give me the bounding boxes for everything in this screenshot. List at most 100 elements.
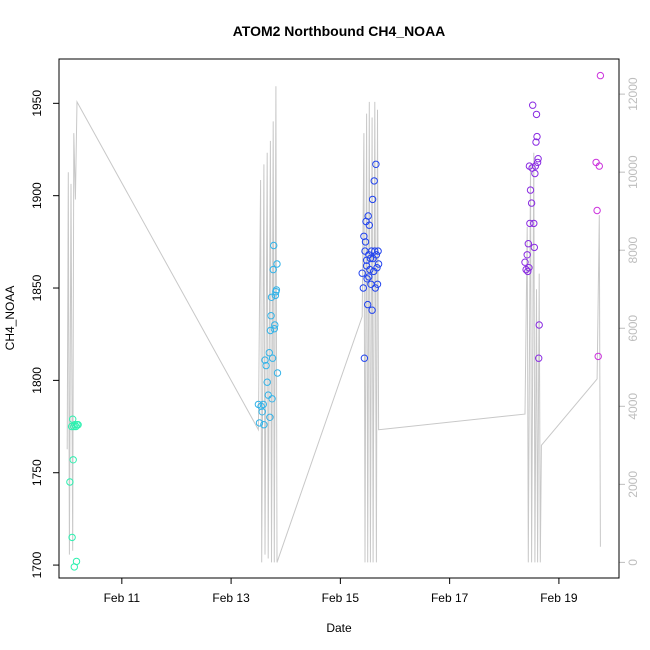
data-point bbox=[525, 264, 533, 272]
data-point bbox=[374, 247, 382, 255]
data-point bbox=[358, 269, 366, 277]
x-tick-label: Feb 13 bbox=[212, 591, 250, 605]
data-point bbox=[267, 312, 275, 320]
data-point bbox=[368, 306, 376, 314]
x-axis-label: Date bbox=[326, 621, 352, 635]
y2-tick-label: 4000 bbox=[626, 393, 640, 420]
data-point bbox=[371, 247, 379, 255]
data-point bbox=[272, 286, 281, 294]
data-point bbox=[594, 352, 602, 361]
data-point bbox=[265, 349, 273, 357]
data-point bbox=[271, 321, 279, 329]
data-point bbox=[262, 361, 270, 370]
axes-layer: 1700 1750 1800 1850 1900 1950 0 2000 4000 6000 800… bbox=[30, 77, 640, 605]
data-point bbox=[74, 421, 82, 429]
data-point bbox=[260, 421, 268, 429]
y-tick-label: 1850 bbox=[30, 274, 44, 301]
data-point bbox=[374, 260, 383, 268]
x-tick-label: Feb 17 bbox=[431, 591, 469, 605]
data-point bbox=[366, 265, 374, 274]
y2-tick-label: 6000 bbox=[626, 315, 640, 342]
data-point bbox=[360, 354, 369, 362]
y-tick-label: 1900 bbox=[30, 182, 44, 209]
data-point bbox=[530, 243, 538, 252]
data-point bbox=[533, 132, 541, 141]
data-point bbox=[364, 300, 372, 309]
data-point bbox=[530, 219, 538, 228]
altitude-line-layer bbox=[66, 86, 601, 563]
data-point bbox=[66, 478, 74, 486]
data-point bbox=[364, 212, 372, 220]
data-point bbox=[526, 186, 535, 194]
data-point bbox=[71, 421, 79, 429]
data-point bbox=[72, 557, 81, 566]
y-axis-label: CH4_NOAA bbox=[3, 286, 17, 351]
data-point bbox=[373, 280, 382, 288]
points-layer bbox=[66, 71, 605, 571]
data-point bbox=[535, 321, 543, 329]
data-point bbox=[68, 533, 76, 542]
data-point bbox=[270, 325, 278, 333]
data-point bbox=[259, 400, 267, 409]
y-tick-label: 1700 bbox=[30, 551, 44, 578]
data-point bbox=[365, 221, 373, 229]
y2-tick-label: 8000 bbox=[626, 237, 640, 264]
data-point bbox=[524, 240, 532, 248]
data-point bbox=[532, 138, 540, 146]
data-point bbox=[266, 326, 275, 335]
data-point bbox=[273, 369, 282, 377]
data-point bbox=[531, 162, 540, 170]
data-point bbox=[267, 293, 276, 301]
data-point bbox=[368, 195, 377, 204]
data-point bbox=[535, 354, 543, 362]
data-point bbox=[371, 284, 379, 292]
data-point bbox=[524, 267, 532, 276]
data-point bbox=[360, 232, 368, 241]
data-point bbox=[370, 177, 378, 185]
data-point bbox=[359, 284, 367, 292]
data-point bbox=[266, 413, 274, 421]
data-point bbox=[523, 251, 531, 259]
data-point bbox=[268, 354, 277, 362]
data-point bbox=[365, 273, 373, 281]
x-tick-label: Feb 19 bbox=[540, 591, 578, 605]
data-point bbox=[258, 408, 266, 416]
data-point bbox=[372, 160, 380, 169]
data-point bbox=[529, 101, 537, 109]
data-point bbox=[363, 275, 371, 283]
data-point bbox=[366, 254, 375, 263]
x-tick-label: Feb 15 bbox=[322, 591, 360, 605]
data-point bbox=[69, 456, 77, 464]
data-point bbox=[521, 258, 529, 266]
data-point bbox=[527, 199, 536, 207]
data-point bbox=[273, 260, 281, 268]
data-point bbox=[372, 251, 381, 259]
data-point bbox=[255, 419, 264, 427]
y2-tick-label: 10000 bbox=[626, 155, 640, 189]
data-point bbox=[263, 378, 271, 386]
data-point bbox=[264, 391, 272, 399]
y-tick-label: 1800 bbox=[30, 367, 44, 394]
data-point bbox=[532, 110, 541, 119]
data-point bbox=[72, 422, 80, 431]
chart-title: ATOM2 Northbound CH4_NOAA bbox=[233, 23, 446, 39]
data-point bbox=[534, 155, 542, 163]
x-tick-label: Feb 11 bbox=[104, 591, 141, 605]
data-point bbox=[373, 264, 381, 272]
data-point bbox=[362, 256, 371, 264]
data-point bbox=[593, 206, 601, 215]
data-point bbox=[261, 356, 269, 364]
data-point bbox=[257, 402, 265, 410]
y-tick-label: 1950 bbox=[30, 90, 44, 117]
data-point bbox=[533, 158, 542, 167]
y2-tick-label: 0 bbox=[626, 559, 640, 566]
data-point bbox=[596, 71, 605, 80]
data-point bbox=[595, 162, 603, 170]
data-point bbox=[269, 265, 277, 274]
data-point bbox=[526, 219, 534, 228]
y-tick-label: 1750 bbox=[30, 459, 44, 486]
y2-tick-label: 12000 bbox=[626, 77, 640, 111]
altitude-line bbox=[66, 86, 601, 563]
